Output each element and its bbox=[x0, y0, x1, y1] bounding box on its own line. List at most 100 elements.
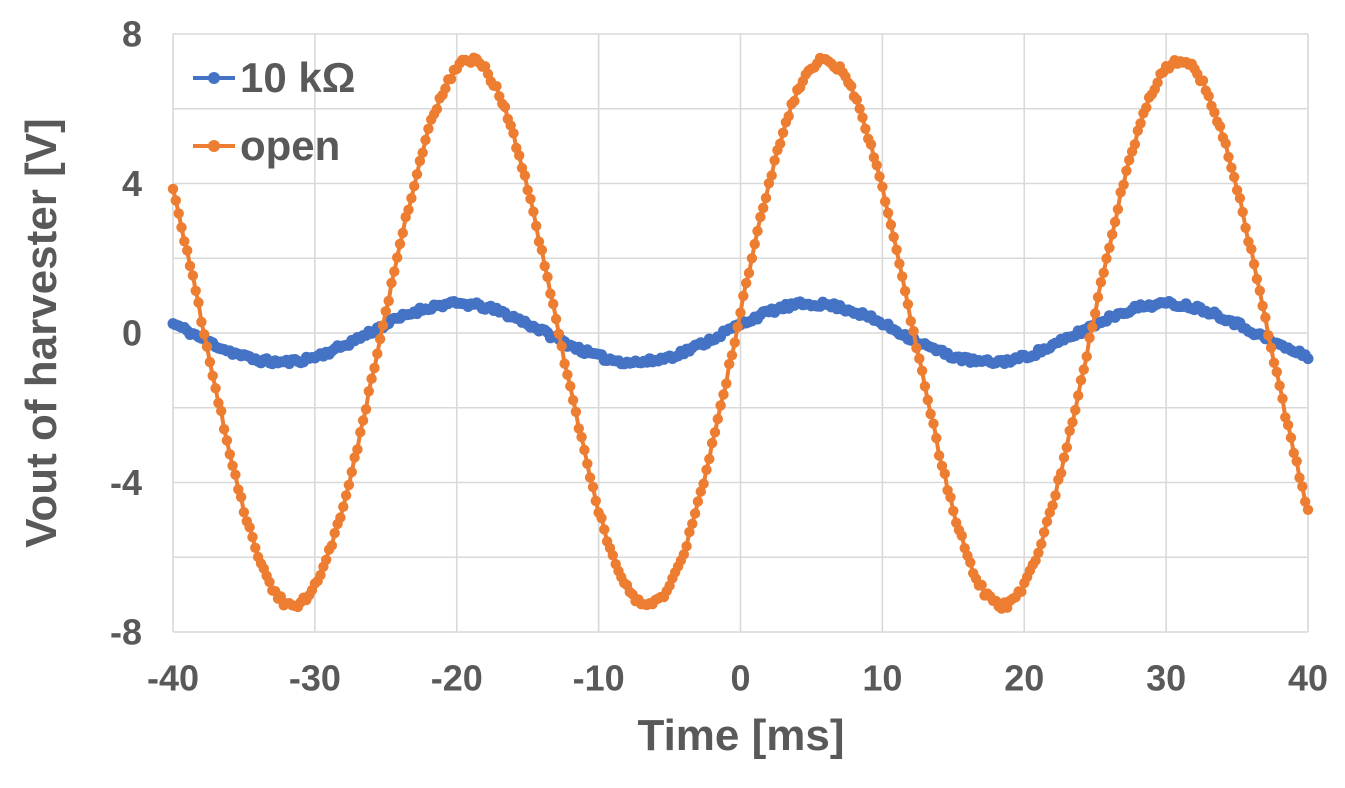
data-point-marker bbox=[899, 285, 911, 297]
data-point-marker bbox=[357, 415, 369, 426]
data-point-marker bbox=[343, 479, 355, 491]
data-point-marker bbox=[916, 365, 928, 376]
data-point-marker bbox=[908, 325, 919, 337]
data-point-marker bbox=[1033, 547, 1044, 558]
data-point-marker bbox=[857, 112, 868, 123]
x-tick-label: 40 bbox=[1288, 658, 1328, 699]
data-point-marker bbox=[922, 394, 933, 406]
data-point-marker bbox=[1064, 425, 1075, 436]
data-point-marker bbox=[897, 271, 908, 282]
data-point-marker bbox=[925, 408, 936, 420]
data-point-marker bbox=[1073, 390, 1084, 401]
data-point-marker bbox=[355, 427, 366, 438]
data-point-marker bbox=[1257, 300, 1268, 312]
data-point-marker bbox=[687, 518, 698, 529]
data-point-marker bbox=[599, 524, 610, 535]
data-point-marker bbox=[1098, 267, 1109, 278]
data-point-marker bbox=[548, 298, 559, 310]
data-point-marker bbox=[931, 432, 942, 444]
data-point-marker bbox=[1223, 151, 1234, 163]
data-point-marker bbox=[1152, 77, 1163, 88]
data-point-marker bbox=[170, 195, 181, 206]
data-point-marker bbox=[1135, 118, 1146, 129]
data-point-marker bbox=[868, 152, 880, 163]
data-point-marker bbox=[695, 486, 706, 497]
data-point-marker bbox=[1240, 222, 1251, 233]
data-point-marker bbox=[392, 252, 403, 263]
data-point-marker bbox=[244, 522, 255, 533]
data-point-marker bbox=[1291, 456, 1302, 467]
data-point-marker bbox=[1302, 353, 1314, 365]
data-point-marker bbox=[349, 452, 360, 463]
data-point-marker bbox=[247, 531, 258, 543]
data-point-marker bbox=[760, 192, 772, 204]
y-tick-label: 0 bbox=[122, 313, 142, 354]
legend-dot-icon bbox=[208, 72, 220, 84]
data-point-marker bbox=[499, 101, 511, 113]
data-point-marker bbox=[397, 227, 408, 239]
data-point-marker bbox=[715, 400, 726, 411]
data-point-marker bbox=[230, 469, 241, 480]
data-point-marker bbox=[264, 576, 275, 588]
data-point-marker bbox=[1254, 285, 1266, 296]
data-point-marker bbox=[777, 127, 789, 138]
data-point-marker bbox=[1282, 419, 1294, 431]
data-point-marker bbox=[380, 306, 391, 317]
data-point-marker bbox=[386, 277, 397, 289]
data-point-marker bbox=[681, 541, 692, 552]
data-point-marker bbox=[179, 236, 190, 247]
data-point-marker bbox=[213, 397, 224, 409]
data-point-marker bbox=[315, 569, 326, 581]
data-point-marker bbox=[1078, 364, 1090, 375]
data-point-marker bbox=[584, 472, 596, 483]
data-point-marker bbox=[508, 128, 519, 139]
data-point-marker bbox=[406, 193, 417, 204]
data-point-marker bbox=[1075, 375, 1087, 386]
legend-item-open: open bbox=[193, 122, 355, 170]
x-tick-label: -30 bbox=[289, 658, 341, 699]
data-point-marker bbox=[1092, 292, 1104, 303]
data-point-marker bbox=[533, 236, 545, 247]
data-point-marker bbox=[196, 316, 207, 328]
data-point-marker bbox=[732, 321, 743, 333]
data-point-marker bbox=[420, 134, 431, 146]
data-point-marker bbox=[182, 245, 193, 256]
data-point-marker bbox=[201, 341, 213, 352]
data-point-marker bbox=[1036, 538, 1047, 550]
data-point-marker bbox=[1197, 75, 1209, 86]
data-point-marker bbox=[1246, 243, 1257, 255]
data-point-marker bbox=[346, 466, 357, 478]
data-point-marker bbox=[1300, 496, 1311, 507]
data-point-marker bbox=[542, 271, 553, 283]
data-point-marker bbox=[326, 540, 338, 551]
data-point-marker bbox=[204, 356, 216, 368]
data-point-marker bbox=[1209, 107, 1220, 118]
data-point-marker bbox=[888, 231, 899, 243]
y-tick-label: -8 bbox=[110, 612, 142, 653]
data-point-marker bbox=[1214, 121, 1226, 132]
data-point-marker bbox=[905, 316, 916, 327]
data-point-marker bbox=[567, 395, 579, 406]
data-point-marker bbox=[1234, 193, 1246, 204]
data-point-marker bbox=[1274, 380, 1285, 391]
data-point-marker bbox=[741, 277, 752, 289]
data-point-marker bbox=[689, 508, 701, 519]
legend-item-10kohm: 10 kΩ bbox=[193, 54, 355, 102]
data-point-marker bbox=[536, 244, 548, 256]
data-point-marker bbox=[187, 270, 199, 281]
data-point-marker bbox=[491, 81, 502, 92]
data-point-marker bbox=[193, 297, 204, 308]
data-point-marker bbox=[721, 378, 732, 389]
data-point-marker bbox=[409, 180, 420, 192]
data-point-marker bbox=[250, 542, 261, 553]
data-point-marker bbox=[224, 449, 235, 460]
x-tick-label: -10 bbox=[573, 658, 625, 699]
data-point-marker bbox=[514, 150, 525, 161]
data-point-marker bbox=[431, 103, 443, 115]
data-point-marker bbox=[1237, 206, 1248, 218]
data-point-marker bbox=[1104, 242, 1115, 253]
data-point-marker bbox=[550, 313, 562, 325]
data-point-marker bbox=[1260, 312, 1271, 323]
